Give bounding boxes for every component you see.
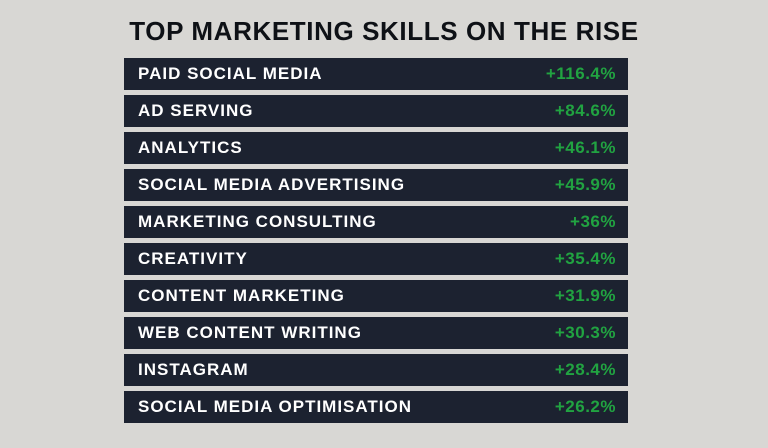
skill-row-social-media-optimisation: SOCIAL MEDIA OPTIMISATION +26.2% — [124, 391, 628, 423]
skill-growth-value: +26.2% — [554, 397, 616, 416]
skill-label: CREATIVITY — [138, 249, 248, 268]
skill-label: INSTAGRAM — [138, 360, 249, 379]
skill-growth-value: +45.9% — [554, 175, 616, 194]
skill-growth-value: +84.6% — [554, 101, 616, 120]
skill-row-ad-serving: AD SERVING +84.6% — [124, 95, 628, 127]
skill-row-social-media-advertising: SOCIAL MEDIA ADVERTISING +45.9% — [124, 169, 628, 201]
skill-label: WEB CONTENT WRITING — [138, 323, 362, 342]
skill-label: SOCIAL MEDIA ADVERTISING — [138, 175, 406, 194]
skill-label: AD SERVING — [138, 101, 254, 120]
skill-label: PAID SOCIAL MEDIA — [138, 64, 323, 83]
skill-growth-value: +46.1% — [554, 138, 616, 157]
skill-row-content-marketing: CONTENT MARKETING +31.9% — [124, 280, 628, 312]
skill-growth-value: +30.3% — [554, 323, 616, 342]
skill-row-analytics: ANALYTICS +46.1% — [124, 132, 628, 164]
skill-growth-value: +28.4% — [554, 360, 616, 379]
skill-row-paid-social-media: PAID SOCIAL MEDIA +116.4% — [124, 58, 628, 90]
skill-label: SOCIAL MEDIA OPTIMISATION — [138, 397, 413, 416]
skill-row-web-content-writing: WEB CONTENT WRITING +30.3% — [124, 317, 628, 349]
skill-row-instagram: INSTAGRAM +28.4% — [124, 354, 628, 386]
skill-growth-value: +116.4% — [545, 64, 616, 83]
skill-growth-value: +31.9% — [554, 286, 616, 305]
skills-list: PAID SOCIAL MEDIA +116.4% AD SERVING +84… — [124, 58, 628, 423]
skill-label: ANALYTICS — [138, 138, 243, 157]
skill-label: MARKETING CONSULTING — [138, 212, 377, 231]
skill-row-marketing-consulting: MARKETING CONSULTING +36% — [124, 206, 628, 238]
page-title: TOP MARKETING SKILLS ON THE RISE — [129, 16, 639, 46]
skill-growth-value: +36% — [570, 212, 616, 231]
skill-label: CONTENT MARKETING — [138, 286, 345, 305]
skill-growth-value: +35.4% — [554, 249, 616, 268]
skill-row-creativity: CREATIVITY +35.4% — [124, 243, 628, 275]
